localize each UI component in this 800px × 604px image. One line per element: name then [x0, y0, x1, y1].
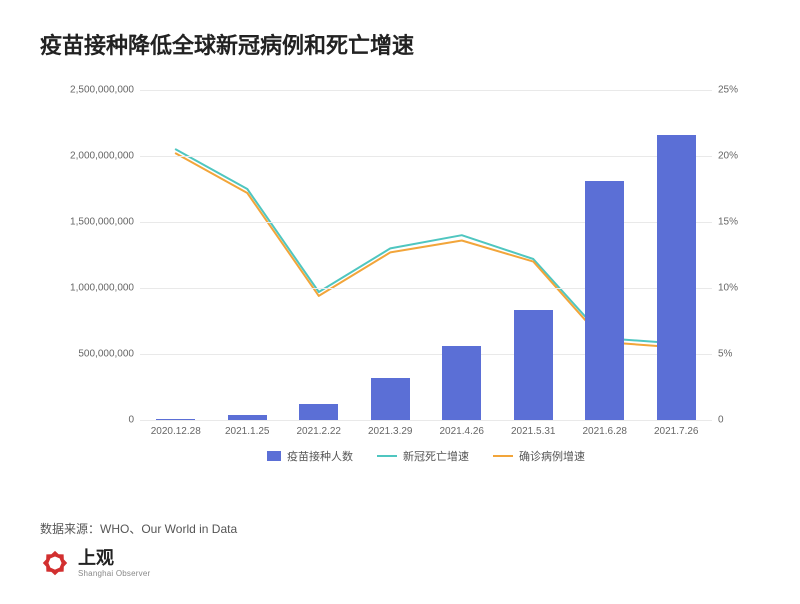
x-tick-label: 2021.7.26: [654, 420, 699, 437]
gridline: [140, 156, 712, 157]
publication-brand: 上观 Shanghai Observer: [40, 548, 150, 578]
legend-swatch-line-icon: [377, 455, 397, 457]
line-layer: [140, 90, 712, 420]
y-right-tick-label: 10%: [712, 283, 738, 294]
bar: [442, 346, 481, 420]
legend-label: 新冠死亡增速: [403, 448, 469, 464]
x-tick-label: 2021.6.28: [583, 420, 628, 437]
gridline: [140, 354, 712, 355]
bar: [585, 181, 624, 420]
brand-name-en: Shanghai Observer: [78, 569, 150, 578]
legend-item: 新冠死亡增速: [377, 448, 469, 464]
y-right-tick-label: 0: [712, 415, 724, 426]
gridline: [140, 288, 712, 289]
bar: [371, 378, 410, 420]
legend-swatch-rect-icon: [267, 451, 281, 461]
y-left-tick-label: 2,000,000,000: [70, 151, 140, 162]
y-left-tick-label: 500,000,000: [78, 349, 140, 360]
bar: [514, 310, 553, 420]
legend-label: 确诊病例增速: [519, 448, 585, 464]
y-right-tick-label: 5%: [712, 349, 732, 360]
x-tick-label: 2021.5.31: [511, 420, 556, 437]
x-tick-label: 2020.12.28: [151, 420, 201, 437]
y-right-tick-label: 20%: [712, 151, 738, 162]
y-right-tick-label: 25%: [712, 85, 738, 96]
bar: [299, 404, 338, 420]
chart-title: 疫苗接种降低全球新冠病例和死亡增速: [40, 28, 414, 60]
y-left-tick-label: 1,000,000,000: [70, 283, 140, 294]
legend-swatch-line-icon: [493, 455, 513, 457]
chart-area: 0 0 500,000,000 5% 1,000,000,000 10% 1,500,000…: [40, 80, 760, 480]
legend: 疫苗接种人数 新冠死亡增速 确诊病例增速: [140, 448, 712, 464]
legend-item: 疫苗接种人数: [267, 448, 353, 464]
x-tick-label: 2021.3.29: [368, 420, 413, 437]
y-left-tick-label: 0: [128, 415, 140, 426]
brand-name-cn: 上观: [78, 549, 150, 567]
data-source: 数据来源：WHO、Our World in Data: [40, 520, 237, 537]
plot-region: 00500,000,0005%1,000,000,00010%1,500,000…: [140, 90, 712, 420]
y-left-tick-label: 2,500,000,000: [70, 85, 140, 96]
y-right-tick-label: 15%: [712, 217, 738, 228]
gridline: [140, 90, 712, 91]
y-left-tick-label: 1,500,000,000: [70, 217, 140, 228]
x-tick-label: 2021.1.25: [225, 420, 270, 437]
brand-logo-icon: [40, 548, 70, 578]
bar: [657, 135, 696, 420]
gridline: [140, 222, 712, 223]
legend-item: 确诊病例增速: [493, 448, 585, 464]
x-tick-label: 2021.2.22: [297, 420, 342, 437]
legend-label: 疫苗接种人数: [287, 448, 353, 464]
x-tick-label: 2021.4.26: [440, 420, 485, 437]
